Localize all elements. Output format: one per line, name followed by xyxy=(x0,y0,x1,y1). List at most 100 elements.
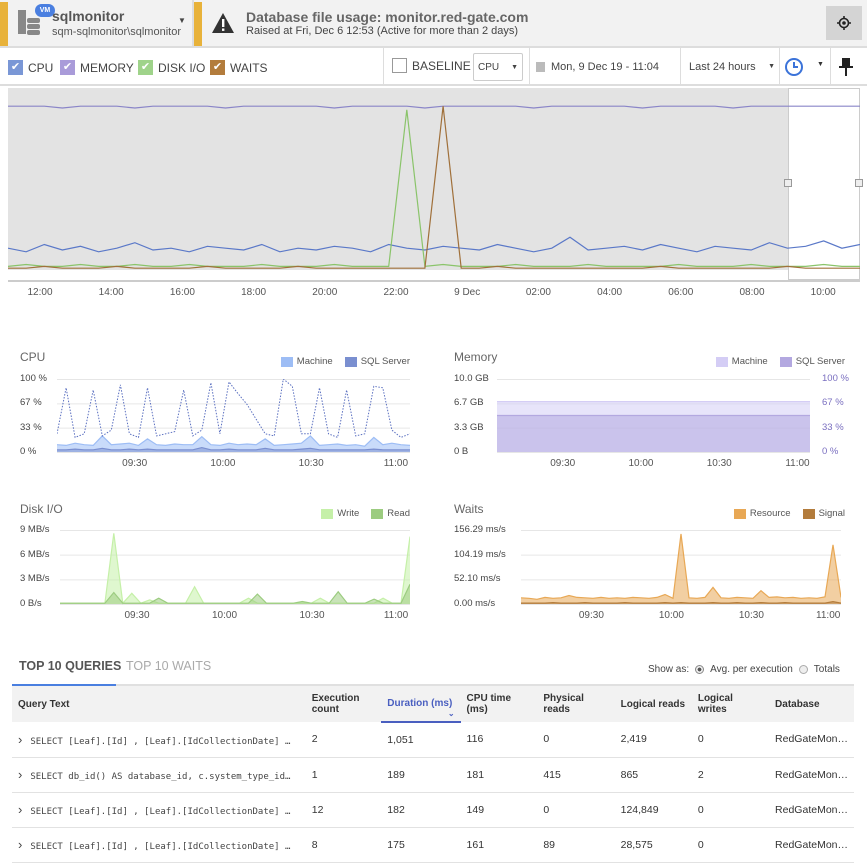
y-tick: 100 % xyxy=(20,373,47,384)
overview-tick: 18:00 xyxy=(241,287,267,298)
query-text: SELECT [Leaf].[Id] , [Leaf].[IdCollectio… xyxy=(30,807,291,817)
cell-database: RedGateMon… xyxy=(769,757,854,793)
radio-avg-per-execution[interactable] xyxy=(695,665,705,674)
tab-top-waits[interactable]: TOP 10 WAITS xyxy=(126,659,212,673)
show-as-label: Show as: xyxy=(648,664,690,675)
y-tick: 52.10 ms/s xyxy=(454,573,501,585)
cell-duration-ms-: 182 xyxy=(381,792,461,828)
metric-toggle-waits[interactable]: ✔ WAITS xyxy=(210,60,268,75)
cell-cpu-time-ms-: 149 xyxy=(460,792,538,828)
pin-icon xyxy=(839,58,853,76)
time-range-select[interactable]: Last 24 hours ▼ xyxy=(689,61,775,73)
overview-tick: 20:00 xyxy=(312,287,338,298)
chevron-down-icon: ▼ xyxy=(768,63,775,70)
legend-item[interactable]: Write xyxy=(321,508,359,519)
expand-chevron-icon[interactable]: › xyxy=(18,802,23,817)
baseline-checkbox[interactable]: BASELINE xyxy=(392,58,471,73)
show-as-control: Show as: Avg. per execution Totals xyxy=(648,664,840,675)
y2-tick: 100 % xyxy=(822,373,849,384)
cell-logical-reads: 28,575 xyxy=(614,827,692,863)
legend-item[interactable]: SQL Server xyxy=(779,356,845,367)
vm-badge: VM xyxy=(35,4,55,17)
cell-execution-count: 1 xyxy=(305,757,382,793)
x-tick: 10:00 xyxy=(211,610,238,621)
expand-chevron-icon[interactable]: › xyxy=(18,837,23,852)
server-selector[interactable]: VM sqlmonitor sqm-sqlmonitor\sqlmonitor … xyxy=(8,0,192,46)
cell-physical-reads: 0 xyxy=(537,722,615,758)
overview-tick: 22:00 xyxy=(383,287,409,298)
col-database[interactable]: Database xyxy=(769,686,854,722)
legend-item[interactable]: Machine xyxy=(280,356,333,367)
y2-tick: 0 % xyxy=(822,446,839,457)
legend-label: Signal xyxy=(818,508,845,519)
calendar-icon xyxy=(536,62,545,72)
tab-top-queries[interactable]: TOP 10 QUERIES xyxy=(19,659,122,673)
legend-label: Read xyxy=(387,508,410,519)
x-tick: 11:00 xyxy=(816,610,841,621)
auto-refresh-button[interactable]: ▼ xyxy=(784,56,826,78)
selection-handle-right[interactable] xyxy=(855,179,863,187)
date-value: Mon, 9 Dec 19 - 11:04 xyxy=(551,61,660,73)
cell-query-text: › SELECT [Leaf].[Id] , [Leaf].[IdCollecti… xyxy=(12,827,306,863)
date-picker[interactable]: Mon, 9 Dec 19 - 11:04 xyxy=(536,61,659,73)
query-row[interactable]: › SELECT [Leaf].[Id] , [Leaf].[IdCollecti… xyxy=(12,722,854,758)
col-logical-writes[interactable]: Logical writes xyxy=(691,686,770,722)
cell-logical-writes: 0 xyxy=(691,792,770,828)
metric-toggle-cpu[interactable]: ✔ CPU xyxy=(8,60,53,75)
legend-item[interactable]: SQL Server xyxy=(344,356,410,367)
x-tick: 09:30 xyxy=(578,610,604,621)
cell-logical-reads: 124,849 xyxy=(614,792,692,828)
x-tick: 10:30 xyxy=(706,458,732,469)
metric-label: CPU xyxy=(28,60,54,75)
metric-toggle-memory[interactable]: ✔ MEMORY xyxy=(60,60,134,75)
y-tick: 6.7 GB xyxy=(454,397,484,409)
chart-title: Waits xyxy=(454,502,484,516)
overview-tick: 02:00 xyxy=(525,287,551,298)
y-tick: 0.00 ms/s xyxy=(454,598,496,609)
col-physical-reads[interactable]: Physical reads xyxy=(537,686,615,722)
col-execution-count[interactable]: Execution count xyxy=(305,686,382,722)
legend-item[interactable]: Resource xyxy=(733,508,791,519)
chart-title: Memory xyxy=(454,350,498,364)
metric-toggle-disk-io[interactable]: ✔ DISK I/O xyxy=(138,60,205,75)
checkbox-checked-icon: ✔ xyxy=(138,60,153,75)
cell-query-text: › SELECT [Leaf].[Id] , [Leaf].[IdCollecti… xyxy=(12,722,306,758)
overview-timeline[interactable] xyxy=(8,88,788,270)
selection-handle-left[interactable] xyxy=(784,179,792,187)
y-tick: 33 % xyxy=(20,421,42,433)
query-row[interactable]: › SELECT [Leaf].[Id] , [Leaf].[IdCollecti… xyxy=(12,827,854,863)
cell-database: RedGateMon… xyxy=(769,722,854,758)
overview-selection-window[interactable] xyxy=(784,88,863,280)
y-tick: 6 MB/s xyxy=(20,548,50,560)
x-tick: 11:00 xyxy=(383,610,409,621)
cell-logical-reads: 2,419 xyxy=(614,722,692,758)
server-accent-bar xyxy=(0,2,8,46)
cell-execution-count: 2 xyxy=(305,722,382,758)
col-query-text[interactable]: Query Text xyxy=(12,686,306,722)
col-cpu-time[interactable]: CPU time (ms) xyxy=(460,686,538,722)
plot-area xyxy=(60,530,410,605)
locate-button[interactable] xyxy=(826,6,862,40)
checkbox-checked-icon: ✔ xyxy=(60,60,75,75)
checkbox-checked-icon: ✔ xyxy=(210,60,225,75)
x-tick: 09:30 xyxy=(124,610,150,621)
col-logical-reads[interactable]: Logical reads xyxy=(614,686,692,722)
metric-label: WAITS xyxy=(230,60,268,75)
y-tick: 104.19 ms/s xyxy=(454,548,506,560)
expand-chevron-icon[interactable]: › xyxy=(18,731,23,747)
legend-item[interactable]: Signal xyxy=(802,508,845,519)
baseline-metric-select[interactable]: CPU ▼ xyxy=(473,53,523,81)
radio-totals[interactable] xyxy=(798,665,808,674)
query-row[interactable]: › SELECT db_id() AS database_id, c.system… xyxy=(12,757,854,793)
legend-label: Machine xyxy=(296,356,333,367)
legend-item[interactable]: Read xyxy=(371,508,410,519)
cell-duration-ms-: 175 xyxy=(381,827,461,863)
pin-button[interactable] xyxy=(838,57,854,82)
col-label: Duration (ms) xyxy=(387,698,453,709)
expand-chevron-icon[interactable]: › xyxy=(18,767,23,782)
legend-item[interactable]: Machine xyxy=(715,356,768,367)
query-row[interactable]: › SELECT [Leaf].[Id] , [Leaf].[IdCollecti… xyxy=(12,792,854,828)
metric-label: MEMORY xyxy=(80,60,134,75)
toolbar: ✔ CPU ✔ MEMORY ✔ DISK I/O ✔ WAITS BASELINE C… xyxy=(0,48,867,86)
col-duration[interactable]: Duration (ms) ⌄ xyxy=(381,686,461,723)
